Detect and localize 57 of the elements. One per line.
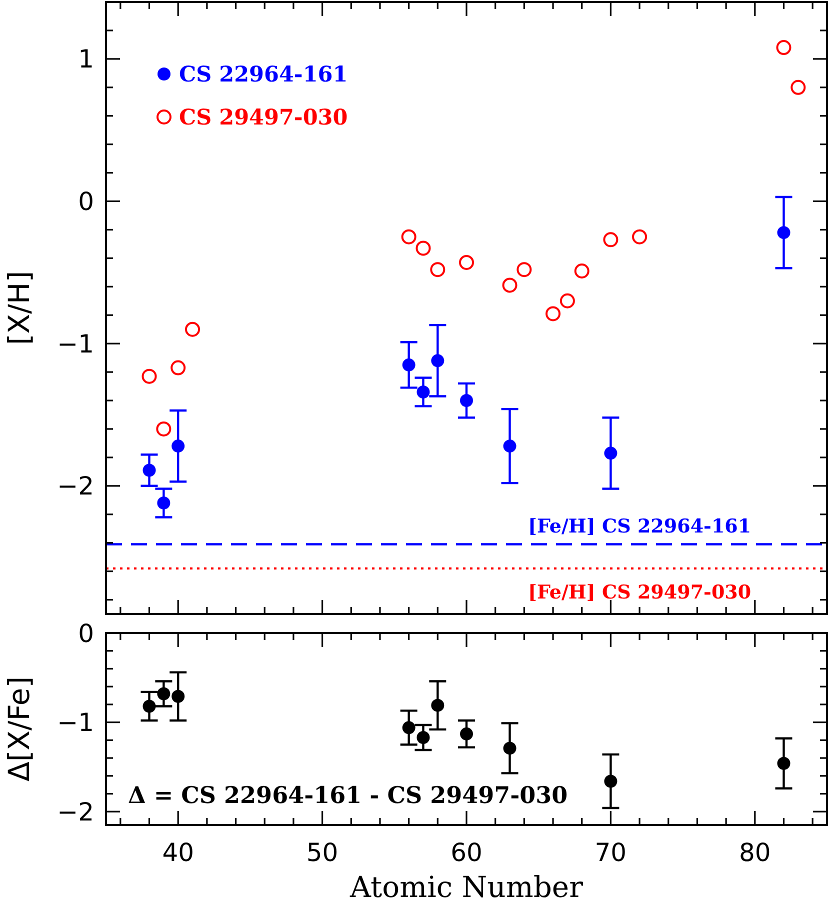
y-tick-label: −1 xyxy=(57,708,94,738)
x-tick-label: 80 xyxy=(738,838,771,867)
y-tick-label: −2 xyxy=(57,472,94,501)
point xyxy=(157,496,170,510)
point xyxy=(459,254,474,270)
point xyxy=(172,440,185,453)
point xyxy=(416,385,430,398)
point xyxy=(401,229,416,244)
x-axis-title: Atomic Number xyxy=(349,870,584,902)
y-tick-label: −2 xyxy=(57,797,94,826)
point xyxy=(574,263,590,278)
point xyxy=(460,394,473,408)
x-tick-label: 60 xyxy=(450,838,482,867)
legend-label: CS 29497-030 xyxy=(179,106,348,131)
point xyxy=(416,730,430,744)
x-tick-label: 70 xyxy=(594,838,627,867)
y-tick-label: 0 xyxy=(78,187,94,216)
point xyxy=(185,322,200,337)
ref-line-label: [Fe/H] CS 29497-030 xyxy=(528,581,752,604)
y-axis-title: Δ[X/Fe] xyxy=(2,676,36,782)
point xyxy=(603,232,618,248)
point xyxy=(604,774,618,788)
x-tick-label: 50 xyxy=(306,838,338,867)
y-tick-label: 0 xyxy=(78,618,94,648)
point xyxy=(431,698,444,712)
point xyxy=(157,687,170,700)
y-tick-label: 1 xyxy=(78,44,94,74)
point xyxy=(503,440,516,453)
point xyxy=(776,40,792,56)
annotation: Δ = CS 22964-161 - CS 29497-030 xyxy=(128,782,568,809)
point xyxy=(516,262,532,278)
point xyxy=(431,354,444,368)
point xyxy=(777,756,790,770)
point xyxy=(430,262,446,278)
point xyxy=(546,306,561,322)
point xyxy=(604,446,618,460)
point xyxy=(142,368,157,384)
legend-label: CS 22964-161 xyxy=(179,62,348,88)
point xyxy=(142,700,156,713)
point xyxy=(503,742,516,755)
point xyxy=(170,360,186,376)
point xyxy=(777,226,790,240)
ref-line-label: [Fe/H] CS 22964-161 xyxy=(528,515,752,538)
point xyxy=(142,464,156,477)
y-axis-title: [X/H] xyxy=(2,270,36,346)
point xyxy=(156,421,172,436)
point xyxy=(416,240,431,256)
point xyxy=(502,278,518,293)
x-tick-label: 40 xyxy=(162,838,194,867)
point xyxy=(460,727,473,740)
point xyxy=(790,80,806,95)
point xyxy=(632,229,648,244)
point xyxy=(402,721,416,734)
point xyxy=(402,358,416,372)
y-tick-label: −1 xyxy=(57,329,94,358)
point xyxy=(172,690,185,703)
point xyxy=(560,293,575,308)
